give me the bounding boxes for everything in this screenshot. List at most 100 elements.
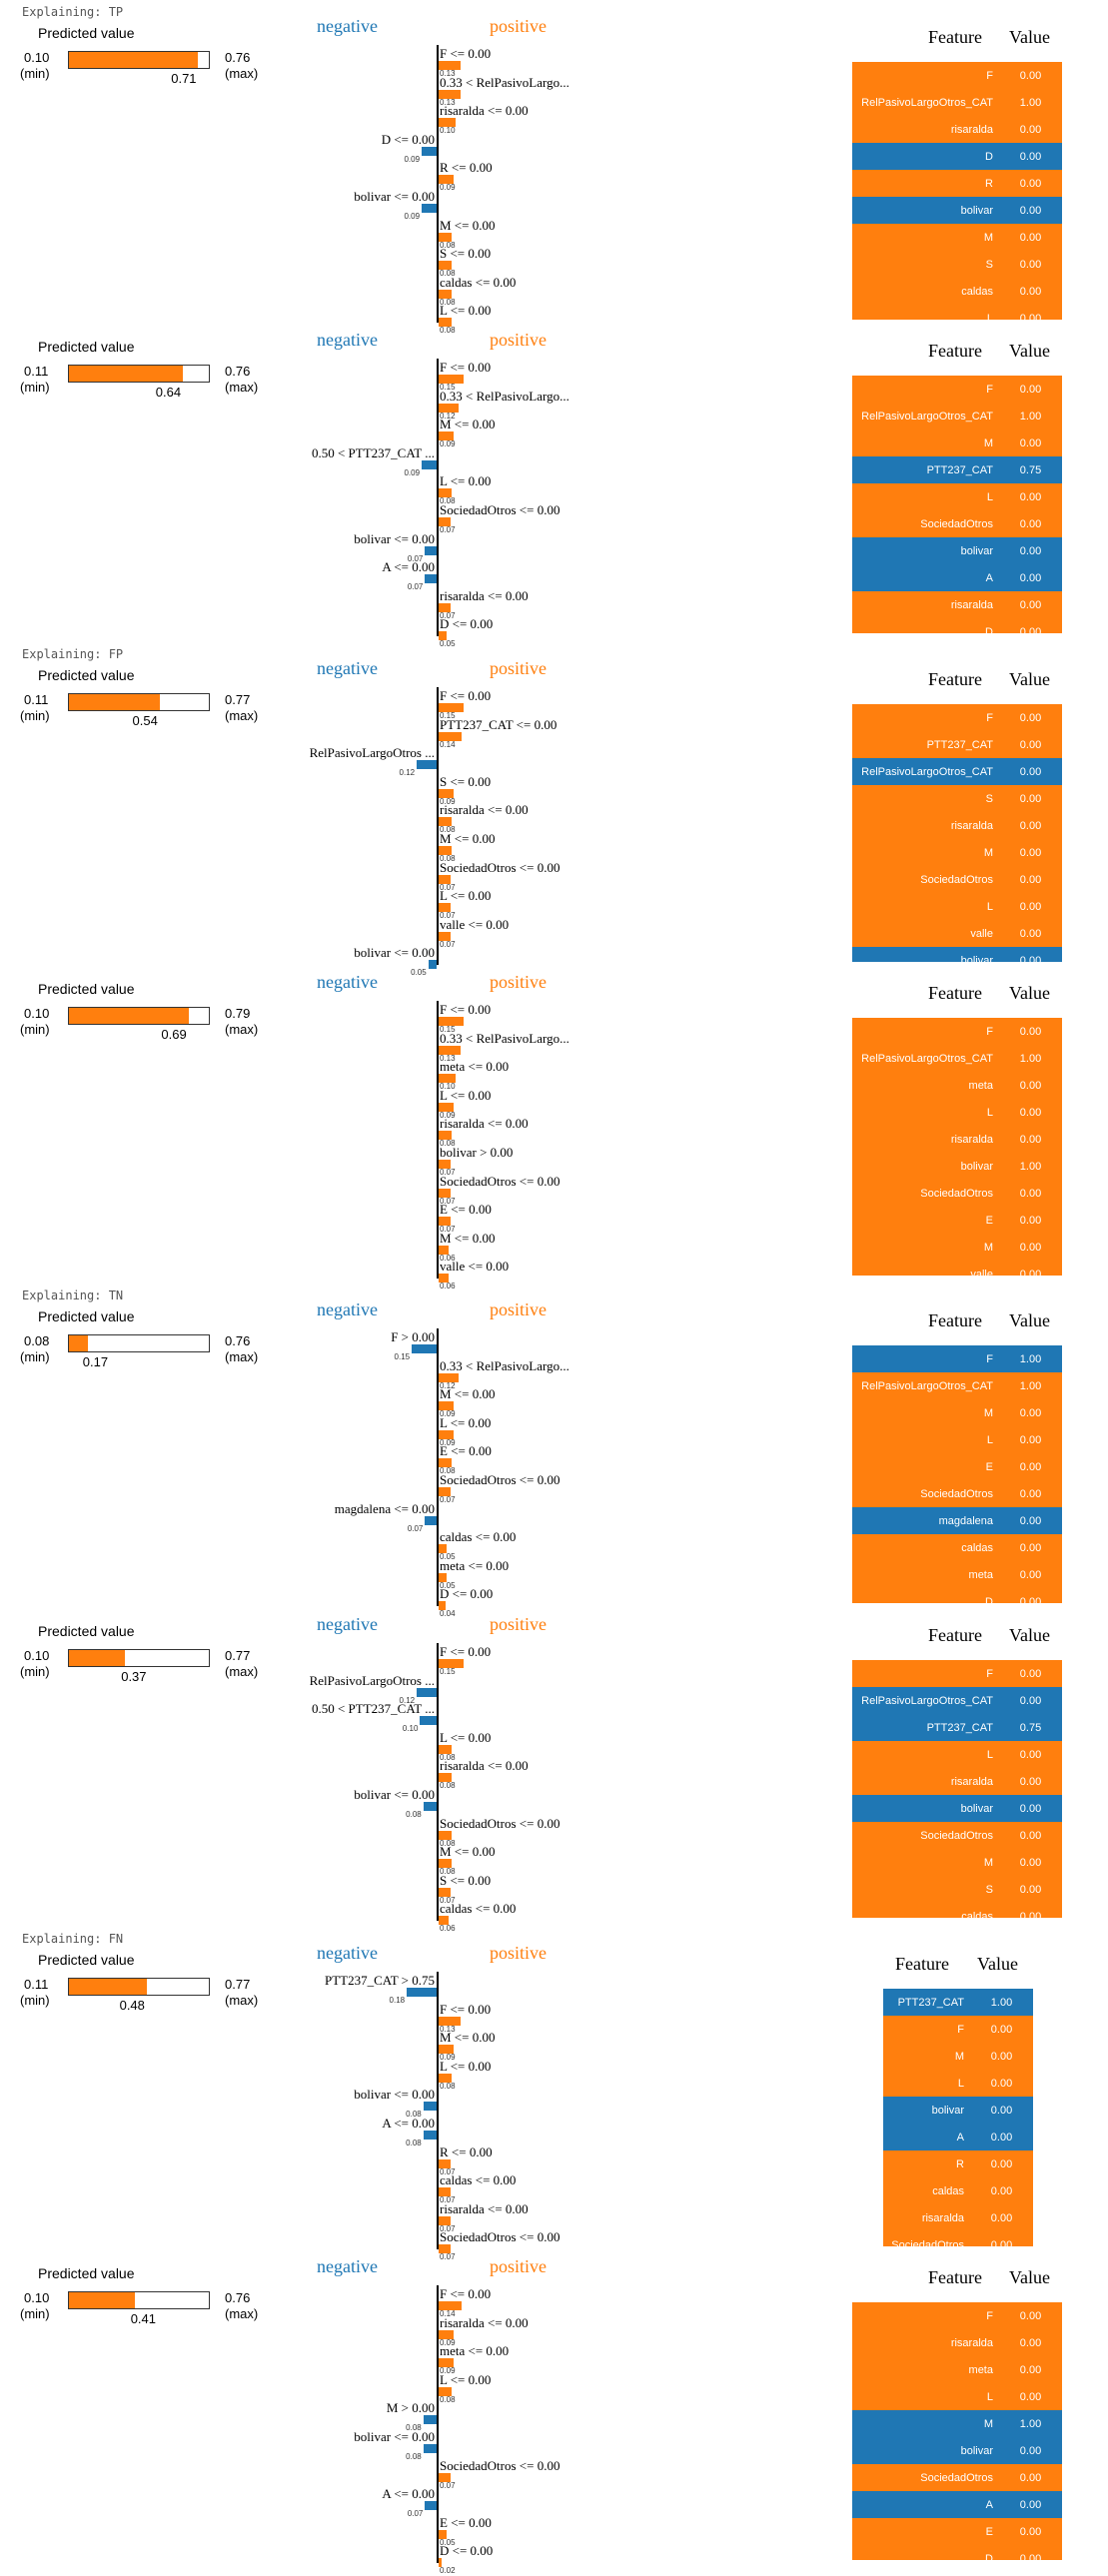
feature-weight: 0.05 [440, 1552, 456, 1562]
negative-header: negative [317, 972, 378, 992]
feature-condition: risaralda <= 0.00 [440, 587, 529, 603]
feature-condition: L <= 0.00 [440, 1729, 492, 1745]
feature-condition: A <= 0.00 [382, 2116, 435, 2131]
feature-bar [439, 1074, 456, 1084]
table-row: RelPasivoLargoOtros_CAT 1.00 [852, 89, 1062, 116]
table-feature-value: 0.75 [1019, 1721, 1042, 1734]
table-row: risaralda 0.00 [852, 812, 1062, 839]
table-feature-name: F [986, 69, 993, 82]
feature-weight: 0.08 [440, 326, 456, 336]
table-row: E 0.00 [852, 2518, 1062, 2545]
table-header-value: Value [1009, 341, 1050, 361]
table-feature-name: M [983, 436, 993, 449]
zero-axis [437, 1328, 439, 1607]
feature-condition: L <= 0.00 [440, 1087, 492, 1103]
max-value: 0.76 [225, 2290, 251, 2305]
feature-weight: 0.08 [440, 1466, 456, 1476]
predicted-value-bar [68, 1649, 210, 1667]
table-feature-value: 0.00 [1019, 2525, 1042, 2538]
feature-bar [439, 2016, 461, 2026]
feature-condition: A <= 0.00 [382, 2486, 435, 2502]
predicted-value-number: 0.54 [132, 713, 158, 728]
positive-header: positive [490, 2256, 547, 2276]
table-feature-value: 0.00 [1019, 1910, 1042, 1919]
table-feature-name: caldas [961, 285, 993, 298]
feature-bar [439, 2301, 463, 2310]
table-feature-value: 0.00 [990, 2211, 1013, 2224]
table-row: bolivar 0.00 [852, 1795, 1062, 1822]
feature-value-table: F 0.00 PTT237_CAT 0.00 RelPasivoLargoOtros_C… [852, 704, 1062, 962]
table-feature-value: 0.00 [990, 2023, 1013, 2036]
feature-bar [439, 2244, 451, 2254]
table-feature-value: 0.00 [1019, 2336, 1042, 2349]
table-feature-name: M [983, 1406, 993, 1419]
table-row: risaralda 0.00 [852, 116, 1062, 143]
feature-condition: E <= 0.00 [440, 2514, 492, 2530]
table-feature-value: 0.75 [1019, 463, 1042, 476]
table-feature-value: 0.00 [1019, 927, 1042, 940]
table-feature-value: 0.00 [1019, 900, 1042, 913]
table-feature-name: S [985, 792, 993, 805]
feature-weight: 0.08 [440, 1838, 456, 1848]
table-feature-name: bolivar [960, 204, 993, 217]
table-header-feature: Feature [928, 669, 982, 689]
max-label: (max) [225, 2306, 259, 2321]
feature-bar [439, 403, 459, 413]
feature-condition: caldas <= 0.00 [440, 274, 517, 290]
table-feature-value: 0.00 [1019, 1079, 1042, 1092]
feature-weight: 0.08 [440, 496, 456, 506]
feature-condition: E <= 0.00 [440, 1443, 492, 1459]
feature-weight: 0.07 [440, 1495, 456, 1504]
table-feature-name: RelPasivoLargoOtros_CAT [861, 765, 993, 778]
feature-weight: 0.08 [406, 2423, 422, 2433]
table-feature-name: M [983, 2417, 993, 2430]
feature-bar [439, 1859, 453, 1869]
table-feature-value: 0.00 [1019, 1214, 1042, 1227]
table-row: R 0.00 [883, 2150, 1033, 2177]
table-feature-value: 0.00 [1019, 1241, 1042, 1254]
feature-bar [439, 2187, 451, 2197]
feature-weight: 0.06 [440, 1253, 456, 1263]
table-feature-value: 0.00 [1019, 625, 1042, 634]
table-row: L 0.00 [852, 1741, 1062, 1768]
table-feature-name: L [986, 900, 993, 913]
predicted-value-title: Predicted value [38, 1623, 135, 1639]
feature-condition: bolivar <= 0.00 [354, 945, 435, 961]
table-header-feature: Feature [928, 27, 982, 47]
feature-weight: 0.08 [440, 1139, 456, 1149]
feature-bar [439, 1773, 453, 1783]
feature-condition: 0.33 < RelPasivoLargo... [440, 1030, 569, 1046]
table-feature-value: 0.00 [1019, 1406, 1042, 1419]
table-feature-name: bolivar [960, 2444, 993, 2457]
table-feature-name: risaralda [950, 1133, 993, 1146]
feature-bar [439, 2529, 448, 2539]
feature-weight: 0.07 [407, 582, 424, 592]
feature-condition: F <= 0.00 [440, 2286, 492, 2301]
max-value: 0.77 [225, 1648, 251, 1663]
feature-bar [425, 1515, 437, 1525]
table-feature-name: M [983, 1241, 993, 1254]
feature-bar [439, 931, 451, 941]
feature-bar [439, 1458, 453, 1468]
feature-weight: 0.12 [399, 768, 416, 778]
feature-condition: 0.33 < RelPasivoLargo... [440, 1357, 569, 1373]
feature-bar [439, 1887, 451, 1897]
feature-condition: F <= 0.00 [440, 360, 492, 375]
table-feature-value: 0.00 [1019, 1541, 1042, 1554]
table-feature-value: 0.00 [1019, 1133, 1042, 1146]
table-row: M 0.00 [852, 224, 1062, 251]
predicted-value-title: Predicted value [38, 1308, 135, 1324]
feature-bar [439, 903, 451, 913]
feature-bar [439, 61, 461, 70]
feature-condition: magdalena <= 0.00 [334, 1500, 435, 1516]
feature-bar [423, 2102, 437, 2112]
feature-weight: 0.08 [440, 2081, 456, 2091]
table-feature-name: L [986, 1106, 993, 1119]
feature-bar [439, 631, 448, 641]
feature-value-table: F 0.00 RelPasivoLargoOtros_CAT 1.00 meta 0.00… [852, 1018, 1062, 1276]
table-row: L 0.00 [852, 483, 1062, 510]
feature-weight: 0.07 [440, 2480, 456, 2490]
feature-weight: 0.04 [440, 1609, 456, 1619]
predicted-value-bar [68, 1007, 210, 1025]
feature-condition: risaralda <= 0.00 [440, 2200, 529, 2216]
